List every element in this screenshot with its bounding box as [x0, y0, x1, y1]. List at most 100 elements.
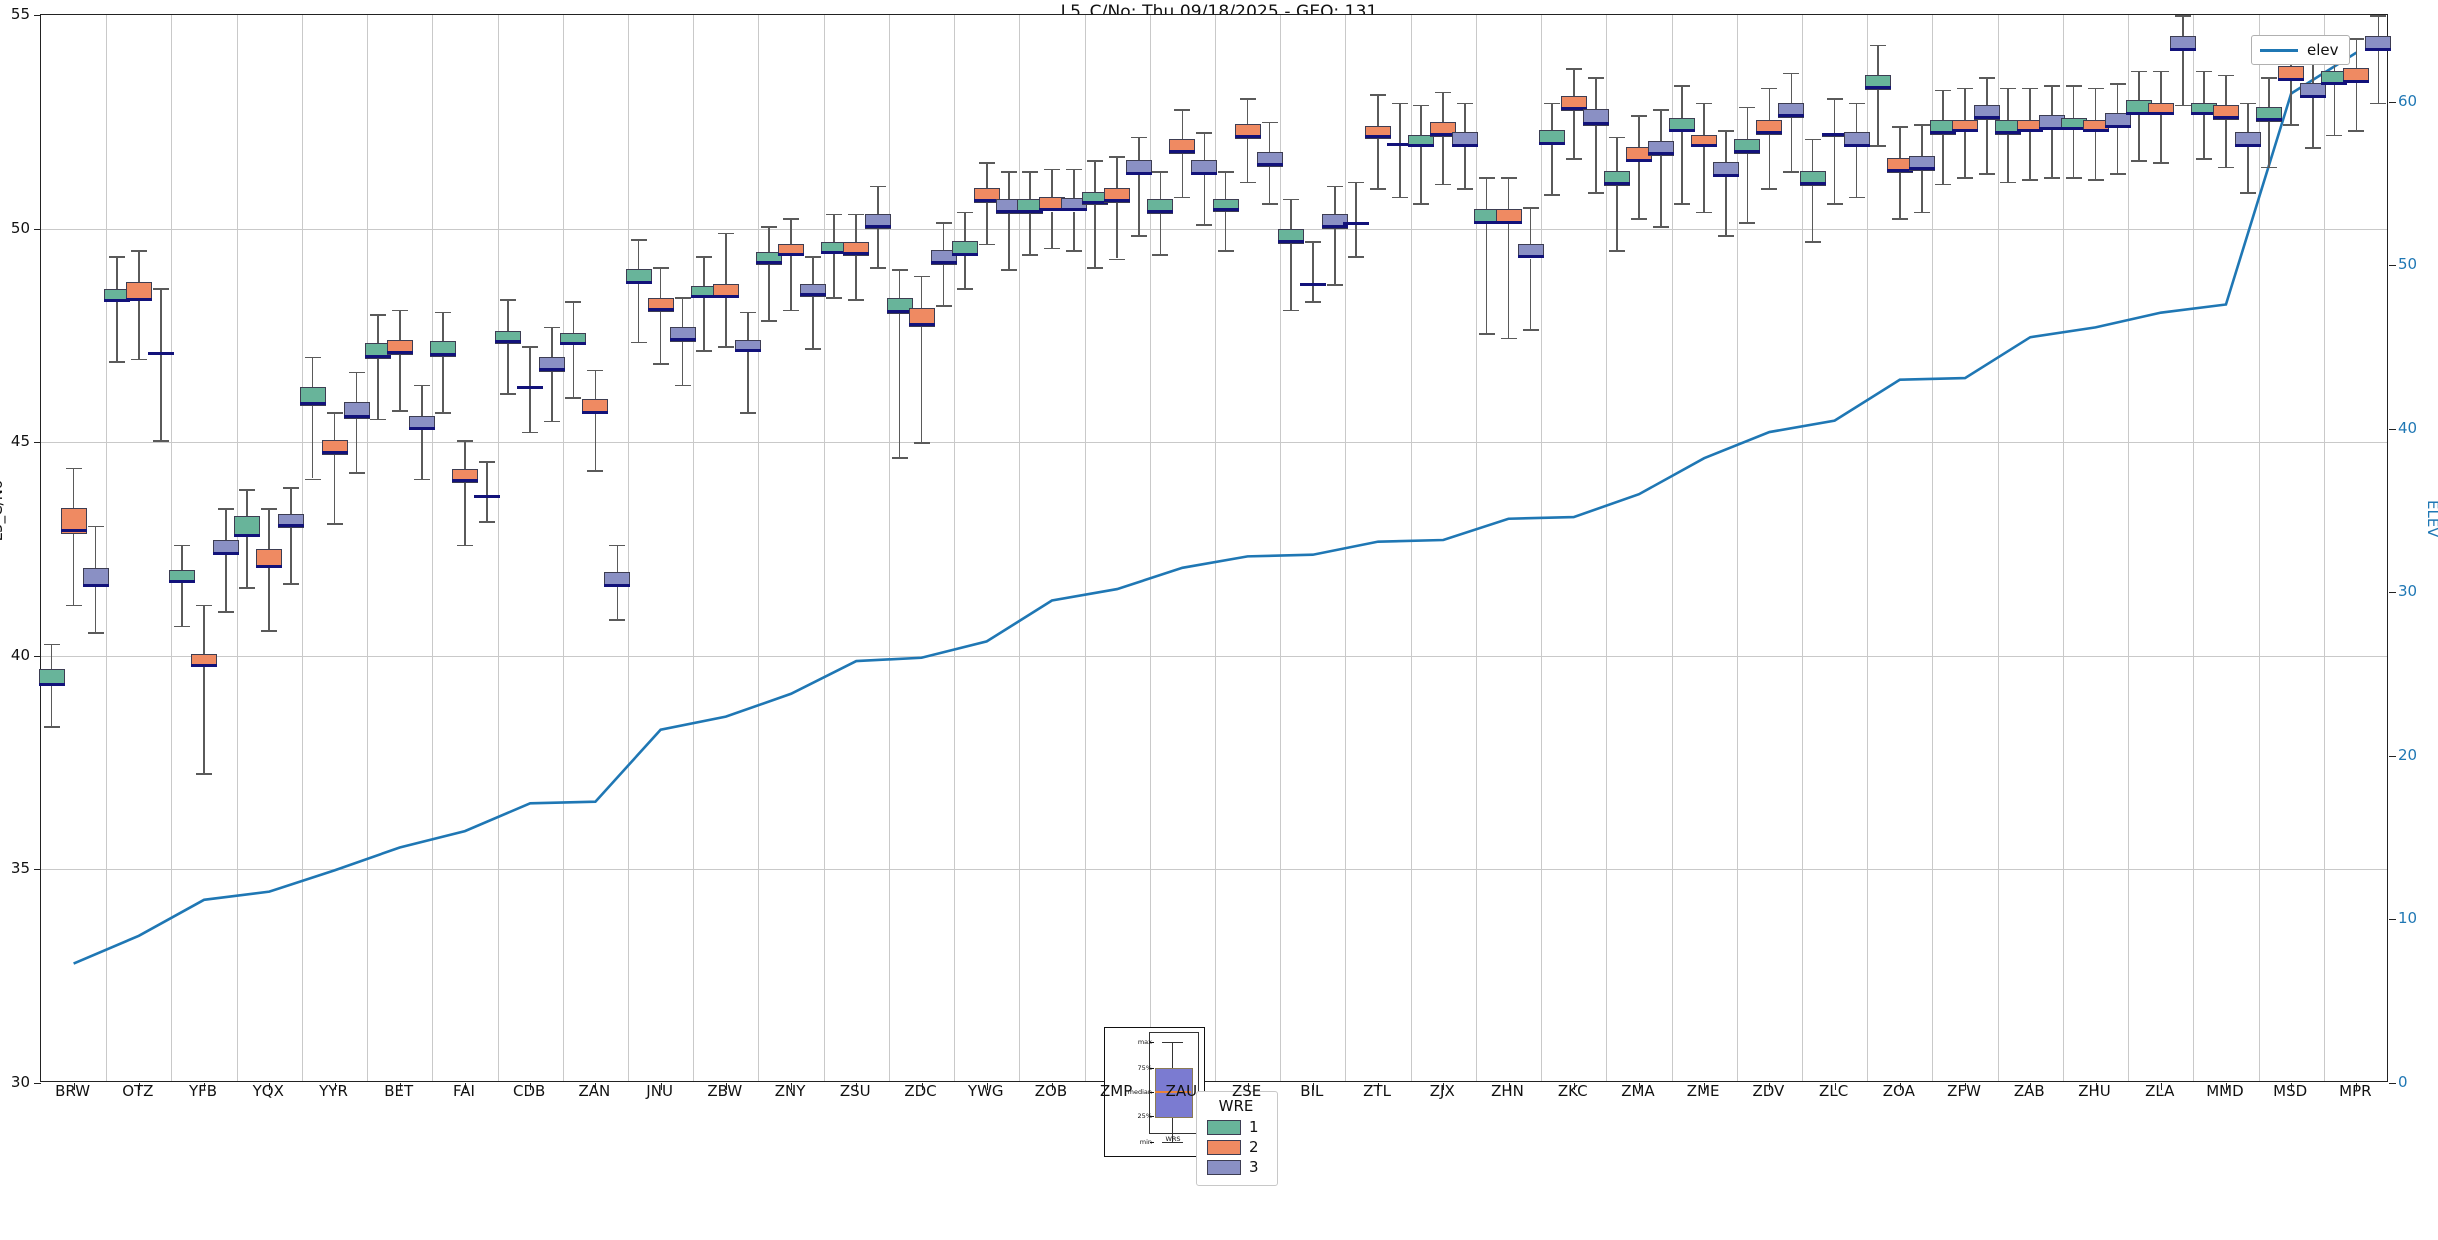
median-line: [1212, 207, 1239, 211]
median-line: [2125, 111, 2152, 115]
box-wre-2: [1495, 209, 1522, 225]
median-line: [1886, 169, 1913, 173]
whisker-cap-min: [587, 469, 604, 472]
legend-elev[interactable]: elev: [2251, 35, 2350, 65]
whisker-upper: [2116, 83, 2119, 114]
whisker-cap-min: [1957, 177, 1974, 179]
median-line: [495, 340, 522, 344]
whisker-cap-max: [1282, 198, 1299, 201]
median-line: [1691, 143, 1718, 147]
box-wre-1: [1603, 170, 1630, 186]
median-line: [408, 426, 435, 430]
median-line: [1603, 182, 1630, 186]
x-tick-label-zse: ZSE: [1231, 1082, 1262, 1100]
x-tick-label-zbw: ZBW: [707, 1082, 743, 1100]
legend-wre[interactable]: WRE 1 2 3: [1196, 1091, 1278, 1186]
whisker-upper: [833, 213, 836, 243]
whisker-cap-max: [1217, 170, 1234, 173]
whisker-upper: [1660, 108, 1662, 141]
whisker-upper: [2159, 70, 2162, 103]
box-wre-3: [930, 249, 957, 265]
inset-label-median: median: [1127, 1088, 1152, 1096]
whisker-upper: [2094, 87, 2097, 120]
whisker-lower: [1616, 185, 1618, 250]
gridline-vertical: [1410, 15, 1412, 1081]
box-wre-1: [1277, 228, 1304, 244]
whisker-upper: [355, 371, 358, 402]
whisker-cap-max: [2195, 70, 2212, 73]
whisker-lower: [1073, 211, 1075, 250]
inset-cap-max: [1162, 1042, 1183, 1044]
whisker-cap-min: [1304, 301, 1321, 303]
whisker-cap-max: [1348, 181, 1365, 184]
whisker-cap-min: [544, 420, 561, 423]
y-tick-label-left-30: 30: [10, 1073, 30, 1091]
whisker-upper: [2029, 87, 2032, 120]
median-line: [1625, 158, 1652, 162]
whisker-cap-min: [1478, 333, 1495, 335]
whisker-lower: [1094, 205, 1096, 268]
whisker-upper: [1833, 98, 1836, 135]
whisker-cap-max: [413, 384, 430, 387]
whisker-cap-max: [2174, 15, 2191, 17]
whisker-upper: [1007, 170, 1010, 199]
whisker-upper: [1768, 87, 1771, 120]
y-tick-label-left-40: 40: [10, 645, 30, 664]
whisker-lower: [2377, 51, 2380, 103]
x-tick-label-zdv: ZDV: [1752, 1082, 1785, 1100]
box-wre-2: [1560, 96, 1587, 112]
y-tick-mark-left: [34, 228, 41, 230]
whisker-lower: [1203, 175, 1206, 225]
gridline-vertical: [1280, 15, 1282, 1081]
whisker-cap-max: [1131, 136, 1148, 139]
whisker-cap-max: [2044, 85, 2061, 88]
median-line: [473, 495, 500, 499]
whisker-cap-min: [826, 296, 843, 299]
whisker-upper: [246, 489, 249, 516]
whisker-cap-max: [1696, 102, 1713, 105]
x-tick-label-ywg: YWG: [967, 1082, 1004, 1100]
legend-wre-item-3[interactable]: 3: [1207, 1158, 1265, 1176]
box-wre-1: [2256, 106, 2283, 122]
median-line: [1082, 201, 1109, 205]
whisker-upper: [225, 508, 227, 540]
gridline-vertical: [1671, 15, 1673, 1081]
box-wre-1: [1669, 117, 1696, 133]
whisker-lower: [333, 455, 336, 524]
whisker-cap-max: [152, 288, 169, 290]
whisker-upper: [1964, 87, 1966, 120]
whisker-lower: [1790, 117, 1793, 171]
whisker-cap-min: [2109, 173, 2126, 175]
whisker-upper: [1073, 168, 1075, 198]
whisker-cap-min: [1087, 267, 1104, 269]
whisker-lower: [138, 301, 140, 359]
whisker-cap-min: [761, 320, 778, 323]
x-tick-label-zau: ZAU: [1165, 1082, 1198, 1100]
whisker-lower: [2333, 85, 2336, 135]
whisker-lower: [203, 666, 205, 774]
box-wre-3: [1713, 162, 1740, 178]
whisker-cap-min: [1174, 196, 1191, 199]
whisker-upper: [942, 222, 945, 250]
median-line: [1060, 207, 1087, 211]
x-tick-mark: [1247, 1083, 1249, 1090]
whisker-lower: [376, 358, 379, 419]
whisker-cap-min: [87, 632, 104, 634]
x-tick-mark: [1508, 1083, 1510, 1090]
gridline-horizontal: [41, 655, 2387, 657]
box-wre-3: [1647, 141, 1674, 156]
whisker-cap-min: [261, 630, 278, 632]
whisker-cap-max: [1326, 185, 1343, 188]
x-tick-mark: [1312, 1083, 1314, 1090]
whisker-cap-min: [2261, 166, 2278, 169]
gridline-vertical: [432, 15, 434, 1081]
legend-wre-item-1[interactable]: 1: [1207, 1118, 1265, 1136]
median-line: [1908, 167, 1935, 171]
whisker-cap-min: [218, 610, 235, 613]
whisker-lower: [311, 405, 314, 479]
whisker-cap-min: [108, 361, 125, 363]
legend-wre-item-2[interactable]: 2: [1207, 1138, 1265, 1156]
whisker-cap-max: [283, 487, 300, 489]
whisker-cap-min: [43, 726, 60, 728]
whisker-cap-max: [1413, 104, 1430, 107]
